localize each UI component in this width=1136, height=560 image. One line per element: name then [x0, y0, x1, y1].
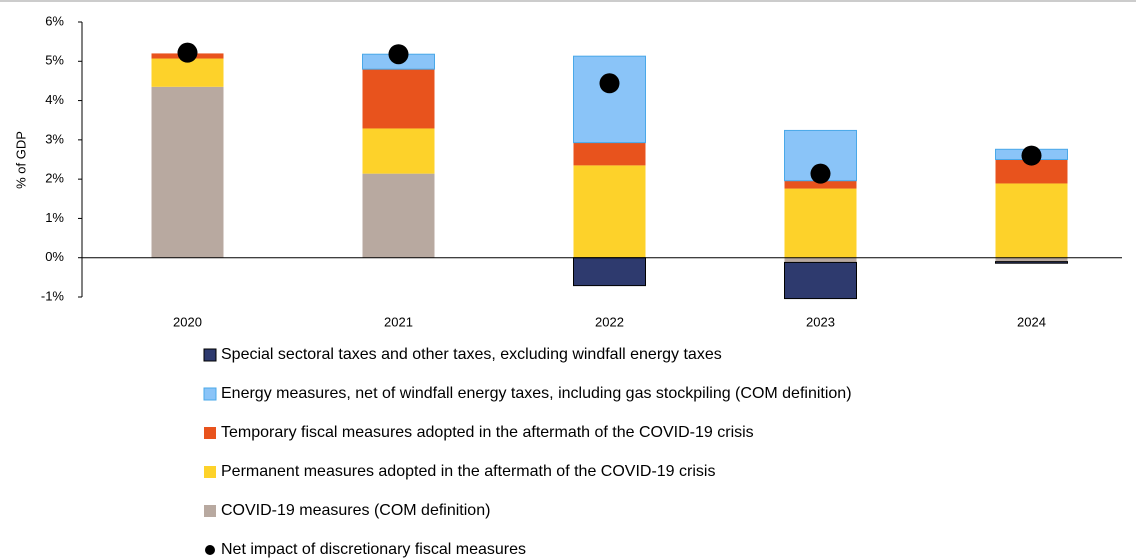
net-impact-dot [810, 163, 831, 184]
legend-label: Special sectoral taxes and other taxes, … [221, 346, 722, 363]
bar-segment [573, 55, 646, 144]
y-tick-label: 3% [45, 131, 64, 146]
y-tick-label: 2% [45, 171, 64, 186]
bar-segment [573, 165, 646, 258]
bar-segment [995, 261, 1068, 264]
legend-label: Net impact of discretionary fiscal measu… [221, 541, 526, 558]
legend-swatch [204, 505, 216, 517]
legend-swatch [203, 348, 217, 362]
y-tick-label: 4% [45, 92, 64, 107]
bar-segment [573, 142, 646, 166]
x-tick-label: 2023 [806, 314, 835, 329]
legend-label: Temporary fiscal measures adopted in the… [221, 424, 754, 441]
net-impact-dot [599, 73, 620, 94]
legend-dot [205, 545, 215, 555]
net-impact-dot [388, 44, 409, 65]
y-axis-label: % of GDP [13, 131, 28, 189]
bar-segment [362, 128, 435, 174]
bar-segment [784, 180, 857, 189]
y-tick-label: -1% [41, 288, 65, 303]
bar-segment [995, 257, 1068, 262]
legend-swatch [204, 466, 216, 478]
legend-swatch [203, 387, 217, 401]
y-tick-label: 5% [45, 53, 64, 68]
legend-swatch [204, 427, 216, 439]
bar-segment [151, 58, 224, 87]
legend-label: Energy measures, net of windfall energy … [221, 385, 852, 402]
bar-segment [995, 183, 1068, 258]
bar-segment [995, 159, 1068, 184]
legend-label: Permanent measures adopted in the afterm… [221, 463, 715, 480]
net-impact-dot [177, 42, 198, 63]
x-tick-label: 2020 [173, 314, 202, 329]
legend-label: COVID-19 measures (COM definition) [221, 502, 490, 519]
bar-segment [784, 261, 857, 300]
bar-segment [784, 188, 857, 258]
x-tick-label: 2024 [1017, 314, 1046, 329]
bar-segment [784, 257, 857, 263]
bar-segment [362, 69, 435, 129]
y-tick-label: 0% [45, 249, 64, 264]
x-tick-label: 2021 [384, 314, 413, 329]
net-impact-dot [1021, 145, 1042, 166]
y-tick-label: 6% [45, 13, 64, 28]
y-tick-label: 1% [45, 210, 64, 225]
bar-segment [362, 173, 435, 258]
bar-segment [573, 257, 646, 287]
x-tick-label: 2022 [595, 314, 624, 329]
bar-segment [151, 86, 224, 258]
